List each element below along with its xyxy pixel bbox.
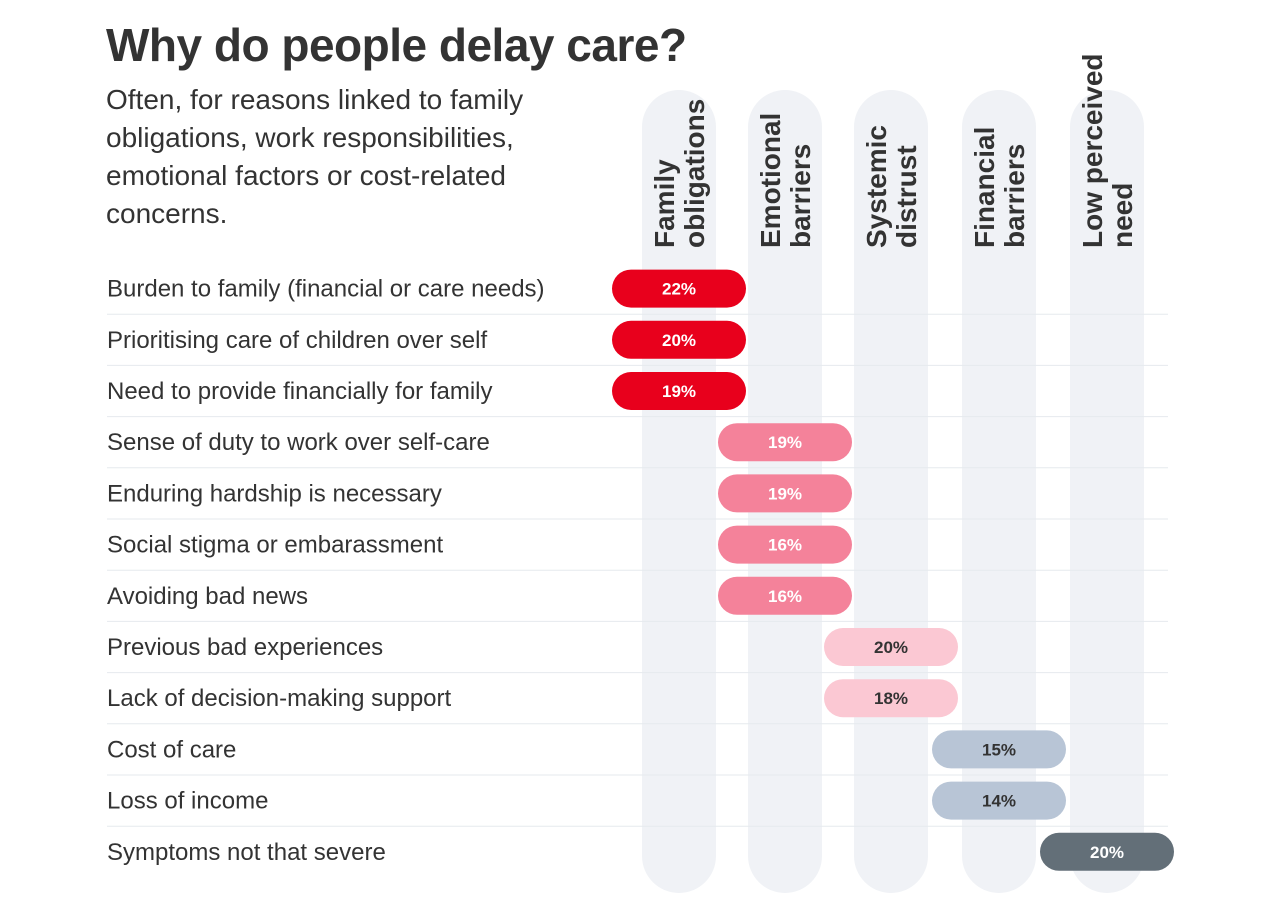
value-pill-0 [612, 269, 746, 308]
row-label-8: Lack of decision-making support [107, 685, 452, 712]
value-label-4: 19% [768, 484, 802, 503]
value-label-5: 16% [768, 536, 802, 555]
value-label-6: 16% [768, 587, 802, 606]
column-header-0-line-1: obligations [679, 99, 710, 248]
column-header-1-line-1: barriers [785, 144, 816, 248]
value-pill-5 [718, 525, 852, 564]
column-header-1-line-0: Emotional [755, 113, 786, 248]
column-track-3 [962, 90, 1036, 893]
row-label-6: Avoiding bad news [107, 583, 308, 610]
row-label-9: Cost of care [107, 736, 236, 763]
value-pill-9 [932, 730, 1066, 769]
row-label-1: Prioritising care of children over self [107, 327, 487, 354]
value-label-8: 18% [874, 689, 908, 708]
value-label-0: 22% [662, 280, 696, 299]
value-pill-10 [932, 781, 1066, 820]
column-track-4 [1070, 90, 1144, 893]
row-label-3: Sense of duty to work over self-care [107, 429, 490, 456]
value-label-11: 20% [1090, 843, 1124, 862]
value-label-9: 15% [982, 740, 1016, 759]
value-label-1: 20% [662, 331, 696, 350]
row-label-0: Burden to family (financial or care need… [107, 276, 545, 303]
value-pill-4 [718, 474, 852, 513]
column-header-2-line-0: Systemic [861, 125, 892, 248]
column-header-4-line-1: need [1107, 183, 1138, 248]
row-label-10: Loss of income [107, 788, 268, 815]
column-header-2-line-1: distrust [891, 145, 922, 248]
value-pill-3 [718, 423, 852, 462]
value-pill-2 [612, 372, 746, 410]
value-label-3: 19% [768, 433, 802, 452]
value-pill-7 [824, 628, 958, 666]
row-label-11: Symptoms not that severe [107, 839, 386, 866]
value-pill-11 [1040, 832, 1174, 871]
row-label-5: Social stigma or embarassment [107, 532, 443, 559]
chart-subtitle: Often, for reasons linked to family obli… [106, 84, 524, 229]
column-header-0-line-0: Family [649, 159, 680, 248]
value-pill-8 [824, 679, 958, 718]
row-label-7: Previous bad experiences [107, 634, 383, 661]
value-label-10: 14% [982, 792, 1016, 811]
row-label-2: Need to provide financially for family [107, 378, 493, 405]
value-label-2: 19% [662, 382, 696, 401]
column-header-3-line-0: Financial [969, 127, 1000, 248]
value-pill-6 [718, 576, 852, 615]
chart-title: Why do people delay care? [106, 19, 687, 71]
row-label-4: Enduring hardship is necessary [107, 480, 442, 507]
value-label-7: 20% [874, 638, 908, 657]
column-header-3-line-1: barriers [999, 144, 1030, 248]
value-pill-1 [612, 320, 746, 359]
column-header-4-line-0: Low perceived [1077, 53, 1108, 248]
